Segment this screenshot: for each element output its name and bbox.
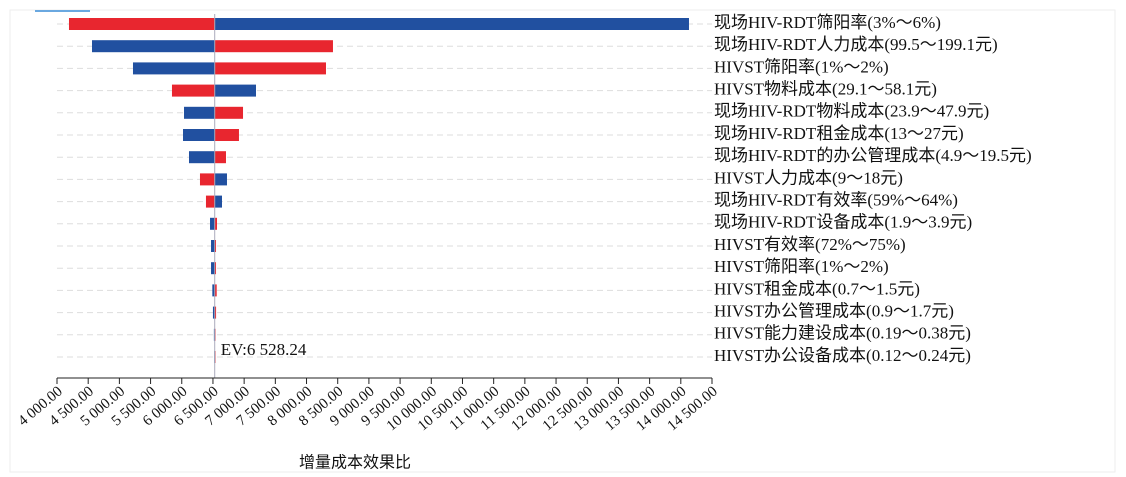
bar — [205, 195, 215, 208]
category-label: 现场HIV-RDT筛阳率(3%～6%) — [714, 13, 941, 32]
bar — [184, 106, 215, 119]
category-label: HIVST办公设备成本(0.12～0.24元) — [714, 346, 971, 365]
bar — [188, 151, 215, 164]
bar — [214, 106, 244, 119]
bar — [214, 262, 217, 275]
x-axis-title: 增量成本效果比 — [299, 453, 411, 472]
bar — [211, 240, 215, 252]
bar — [132, 62, 215, 75]
bar — [214, 173, 227, 186]
bar — [214, 84, 256, 97]
category-label: HIVST人力成本(9～18元) — [714, 168, 903, 187]
bar — [210, 217, 215, 230]
bar — [214, 240, 217, 252]
category-label: HIVST办公管理成本(0.9～1.7元) — [714, 302, 954, 321]
bar — [214, 18, 689, 30]
bar — [214, 62, 326, 75]
bar — [183, 129, 215, 141]
bar — [199, 173, 215, 186]
bar — [214, 284, 217, 297]
bar — [214, 306, 217, 319]
category-label: 现场HIV-RDT租金成本(13～27元) — [714, 124, 964, 143]
bar — [211, 262, 215, 275]
category-label: 现场HIV-RDT物料成本(23.9～47.9元) — [714, 102, 989, 121]
category-label: 现场HIV-RDT人力成本(99.5～199.1元) — [714, 35, 998, 54]
bar — [214, 40, 333, 53]
category-label: HIVST租金成本(0.7～1.5元) — [714, 279, 920, 298]
category-label: 现场HIV-RDT有效率(59%～64%) — [714, 191, 958, 210]
category-label: HIVST筛阳率(1%～2%) — [714, 257, 889, 276]
base-label: EV:6 528.24 — [221, 340, 307, 359]
bar — [91, 40, 215, 53]
category-label: HIVST筛阳率(1%～2%) — [714, 57, 889, 76]
category-label: HIVST有效率(72%～75%) — [714, 235, 906, 254]
category-label: HIVST物料成本(29.1～58.1元) — [714, 80, 937, 99]
bar — [171, 84, 215, 97]
bar — [68, 18, 215, 30]
category-label: 现场HIV-RDT设备成本(1.9～3.9元) — [714, 213, 972, 232]
bar — [212, 306, 215, 319]
category-label: 现场HIV-RDT的办公管理成本(4.9～19.5元) — [714, 146, 1032, 165]
bar — [214, 129, 239, 141]
bar — [214, 217, 218, 230]
bar — [212, 284, 215, 297]
bar — [214, 195, 222, 208]
frame — [9, 9, 1116, 473]
category-label: HIVST能力建设成本(0.19～0.38元) — [714, 324, 971, 343]
bar — [214, 151, 226, 164]
